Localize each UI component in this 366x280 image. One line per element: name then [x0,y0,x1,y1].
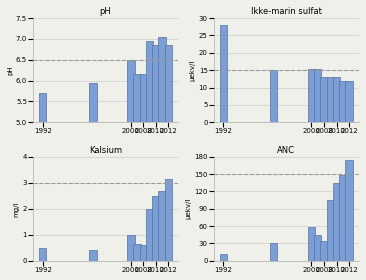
Bar [158,37,166,280]
Bar [220,254,227,261]
Bar [308,69,315,122]
Bar [346,160,353,261]
Bar [165,179,172,261]
Bar [326,77,334,122]
Title: Ikke-marin sulfat: Ikke-marin sulfat [251,7,322,16]
Bar [139,245,147,261]
Y-axis label: µekv/l: µekv/l [185,198,191,220]
Bar [320,77,328,122]
Bar [314,69,321,122]
Bar [152,45,160,280]
Title: ANC: ANC [277,146,295,155]
Y-axis label: mg/l: mg/l [14,201,20,216]
Bar [89,250,97,261]
Title: pH: pH [100,7,112,16]
Y-axis label: pH: pH [7,65,13,75]
Bar [339,175,347,261]
Y-axis label: µekv/l: µekv/l [190,59,196,81]
Bar [346,81,353,122]
Bar [326,200,334,261]
Bar [158,191,166,261]
Bar [314,235,321,261]
Bar [39,248,46,261]
Bar [127,235,135,261]
Bar [146,41,153,280]
Bar [339,81,347,122]
Bar [133,244,141,261]
Bar [308,227,315,261]
Bar [270,243,277,261]
Bar [270,70,277,122]
Bar [146,209,153,261]
Bar [152,196,160,261]
Bar [165,45,172,280]
Bar [139,74,147,280]
Bar [127,60,135,280]
Bar [333,77,340,122]
Bar [320,241,328,261]
Bar [89,83,97,280]
Bar [133,74,141,280]
Bar [220,25,227,122]
Bar [333,183,340,261]
Bar [39,93,46,280]
Title: Kalsium: Kalsium [89,146,122,155]
